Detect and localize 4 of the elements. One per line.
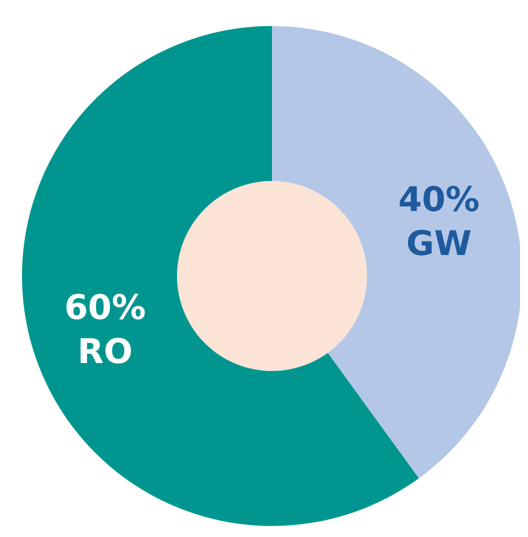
slice-label: RO	[78, 332, 133, 372]
data-label: 40%	[398, 180, 480, 220]
slice-label: GW	[406, 224, 472, 264]
data-label: 60%	[64, 288, 146, 328]
